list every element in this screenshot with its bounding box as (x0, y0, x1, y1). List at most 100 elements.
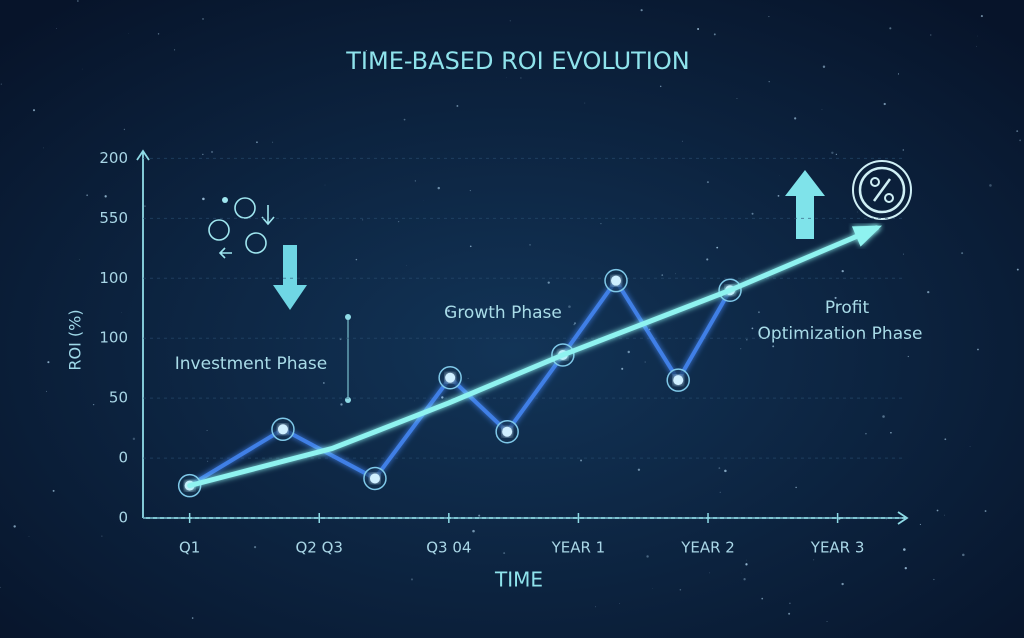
star (697, 28, 700, 31)
star (568, 305, 571, 308)
star (902, 253, 904, 255)
y-tick-label: 100 (99, 329, 128, 347)
star (355, 258, 358, 261)
star (422, 57, 424, 59)
star (406, 265, 407, 266)
star (768, 81, 770, 83)
star (822, 65, 826, 68)
star (977, 35, 978, 37)
star (788, 612, 791, 615)
star (174, 49, 176, 51)
star (961, 252, 964, 255)
y-axis-label: ROI (%) (66, 309, 85, 370)
star (627, 350, 630, 354)
x-tick-label: Q3 04 (426, 539, 471, 557)
star (339, 338, 342, 341)
star (414, 180, 416, 182)
star (28, 536, 30, 537)
y-tick-label: 50 (109, 389, 128, 407)
star (202, 197, 205, 201)
star (509, 20, 511, 22)
star (362, 219, 364, 221)
star (1016, 130, 1019, 133)
star (104, 195, 107, 198)
star (76, 0, 79, 2)
star (794, 117, 797, 120)
arrow-head (851, 225, 883, 247)
x-tick-label: YEAR 1 (551, 539, 606, 557)
star (573, 323, 575, 326)
y-tick-label: 0 (118, 449, 128, 467)
star (675, 273, 676, 275)
star (403, 118, 406, 121)
star (841, 582, 844, 586)
star (977, 348, 979, 351)
y-tick-label: 100 (99, 269, 128, 287)
star (882, 415, 885, 418)
star (927, 290, 930, 294)
dot (222, 197, 228, 203)
x-tick-label: YEAR 3 (810, 539, 865, 557)
star (718, 467, 721, 469)
x-tick-label: YEAR 2 (680, 539, 735, 557)
star (157, 33, 160, 35)
star (324, 184, 326, 186)
coin-symbols (222, 197, 228, 203)
star (736, 98, 738, 99)
y-tick-label: 200 (99, 149, 128, 167)
star (595, 606, 597, 608)
star (989, 184, 992, 187)
star (52, 489, 55, 492)
star (976, 45, 978, 47)
star (637, 468, 641, 471)
star (751, 327, 754, 330)
star (397, 220, 400, 223)
chart-title: TIME-BASED ROI EVOLUTION (345, 47, 689, 75)
star (447, 309, 450, 312)
star (101, 535, 103, 537)
star (47, 361, 50, 364)
star (13, 525, 16, 528)
star (772, 345, 775, 348)
x-tick-label: Q1 (179, 539, 200, 557)
star (944, 438, 947, 441)
star (437, 186, 440, 190)
star (795, 486, 797, 489)
star (713, 33, 716, 36)
star (43, 147, 44, 149)
down-arrow-icon (273, 245, 307, 310)
star (856, 211, 858, 213)
star (529, 244, 531, 246)
star (834, 296, 837, 299)
star (503, 552, 506, 555)
star (144, 205, 146, 207)
star (365, 49, 367, 52)
star (746, 339, 748, 341)
star (897, 73, 899, 75)
star (55, 28, 57, 29)
point (277, 424, 288, 435)
point (673, 375, 684, 386)
star (621, 367, 624, 370)
star (904, 567, 907, 570)
star (123, 128, 126, 131)
star (472, 529, 475, 533)
star (826, 621, 828, 623)
point (445, 372, 456, 383)
range-end (345, 314, 351, 320)
star (256, 141, 258, 144)
star (81, 68, 83, 70)
star (547, 281, 550, 284)
star (902, 149, 904, 151)
star (936, 509, 939, 512)
star (969, 446, 971, 447)
star (0, 586, 1, 588)
star (202, 153, 204, 156)
star (469, 245, 472, 248)
star (206, 430, 208, 432)
star (962, 553, 965, 557)
star (831, 151, 834, 154)
star (32, 109, 36, 112)
star (706, 181, 709, 184)
